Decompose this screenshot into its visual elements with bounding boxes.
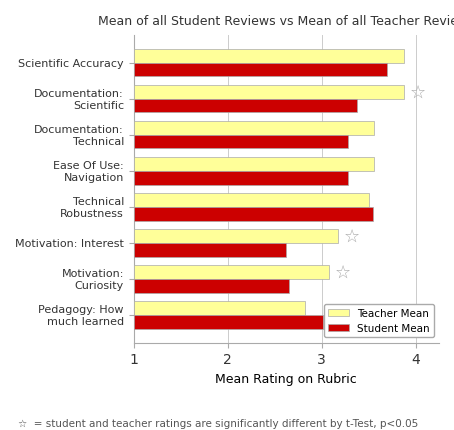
Bar bbox=[133, 64, 387, 77]
Bar bbox=[133, 172, 348, 185]
Bar bbox=[133, 50, 404, 64]
Bar bbox=[133, 100, 357, 113]
X-axis label: Mean Rating on Rubric: Mean Rating on Rubric bbox=[216, 372, 357, 385]
Text: ☆  = student and teacher ratings are significantly different by t-Test, p<0.05: ☆ = student and teacher ratings are sign… bbox=[18, 418, 419, 428]
Bar bbox=[133, 122, 374, 135]
Bar bbox=[133, 301, 305, 315]
Bar bbox=[133, 158, 374, 172]
Bar bbox=[133, 207, 373, 221]
Bar bbox=[133, 86, 404, 100]
Bar bbox=[133, 243, 286, 257]
Title: Mean of all Student Reviews vs Mean of all Teacher Reviews: Mean of all Student Reviews vs Mean of a… bbox=[98, 15, 454, 28]
Bar bbox=[133, 315, 323, 329]
Bar bbox=[133, 279, 289, 293]
Legend: Teacher Mean, Student Mean: Teacher Mean, Student Mean bbox=[324, 304, 434, 338]
Bar bbox=[133, 135, 348, 149]
Text: ☆: ☆ bbox=[335, 264, 351, 281]
Bar bbox=[133, 230, 338, 243]
Bar bbox=[133, 194, 369, 207]
Bar bbox=[133, 266, 329, 279]
Text: ☆: ☆ bbox=[344, 227, 360, 246]
Text: ☆: ☆ bbox=[410, 84, 426, 102]
